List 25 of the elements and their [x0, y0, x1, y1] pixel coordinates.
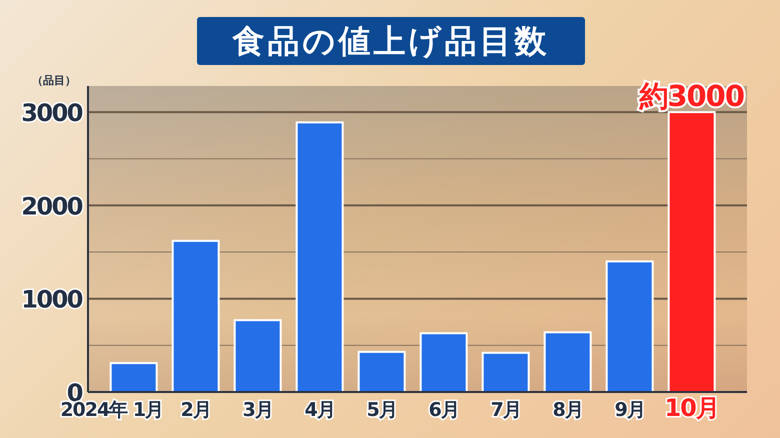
x-tick-label: 7月 — [490, 399, 521, 421]
x-tick-label: 3月 — [242, 399, 273, 421]
bar — [172, 240, 220, 393]
chart-title: 食品の値上げ品目数 — [232, 22, 550, 60]
y-tick-label: 1000 — [21, 286, 83, 314]
bar — [420, 332, 468, 393]
y-tick-label: 2000 — [21, 192, 83, 220]
x-tick-label: 5月 — [366, 399, 397, 421]
bar — [358, 350, 406, 393]
x-tick-label: 9月 — [614, 399, 645, 421]
x-tick-label: 10月 — [664, 394, 719, 422]
x-tick-label: 6月 — [428, 399, 459, 421]
x-tick-label: 2月 — [180, 399, 211, 421]
bar — [544, 331, 592, 393]
x-tick-label: 8月 — [552, 399, 583, 421]
bar — [606, 260, 654, 393]
bar — [296, 121, 344, 393]
bar — [668, 111, 716, 393]
bar — [110, 362, 158, 393]
y-axis-title: （品目） — [32, 74, 76, 87]
data-label: 約3000 — [638, 79, 744, 114]
y-tick-label: 3000 — [21, 99, 83, 128]
x-tick-label: 4月 — [304, 399, 335, 421]
bar — [234, 319, 282, 393]
bar — [482, 352, 530, 393]
